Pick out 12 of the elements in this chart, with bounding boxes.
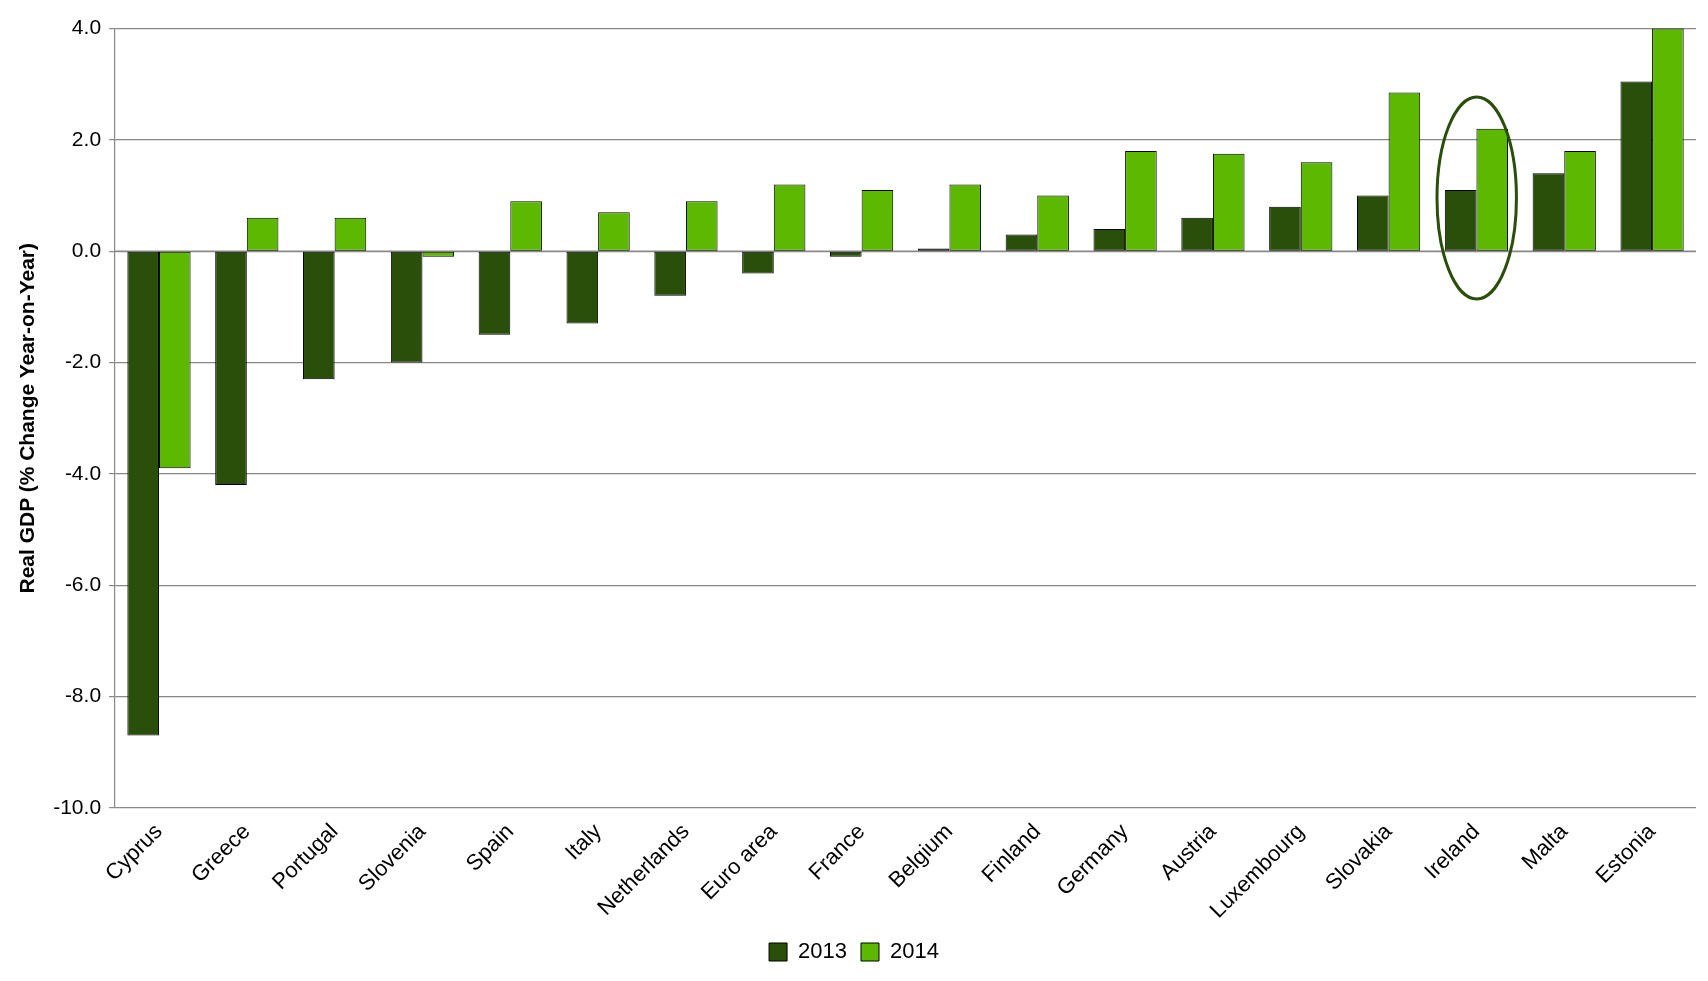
- legend-label: 2014: [890, 938, 939, 964]
- y-tick-label: -8.0: [64, 683, 102, 707]
- y-tick-label: 4.0: [71, 15, 102, 39]
- y-tick-label: 0.0: [71, 238, 102, 262]
- y-tick-label: 2.0: [71, 126, 102, 150]
- y-tick-label: -2.0: [64, 349, 102, 373]
- y-tick-label: -6.0: [64, 572, 102, 596]
- y-tick-label: -10.0: [53, 794, 102, 818]
- y-tick-label: -4.0: [64, 460, 102, 484]
- y-axis-title: Real GDP (% Change Year-on-Year): [15, 242, 39, 594]
- x-tick-label: Euro area: [695, 817, 783, 905]
- legend-label: 2013: [798, 938, 848, 964]
